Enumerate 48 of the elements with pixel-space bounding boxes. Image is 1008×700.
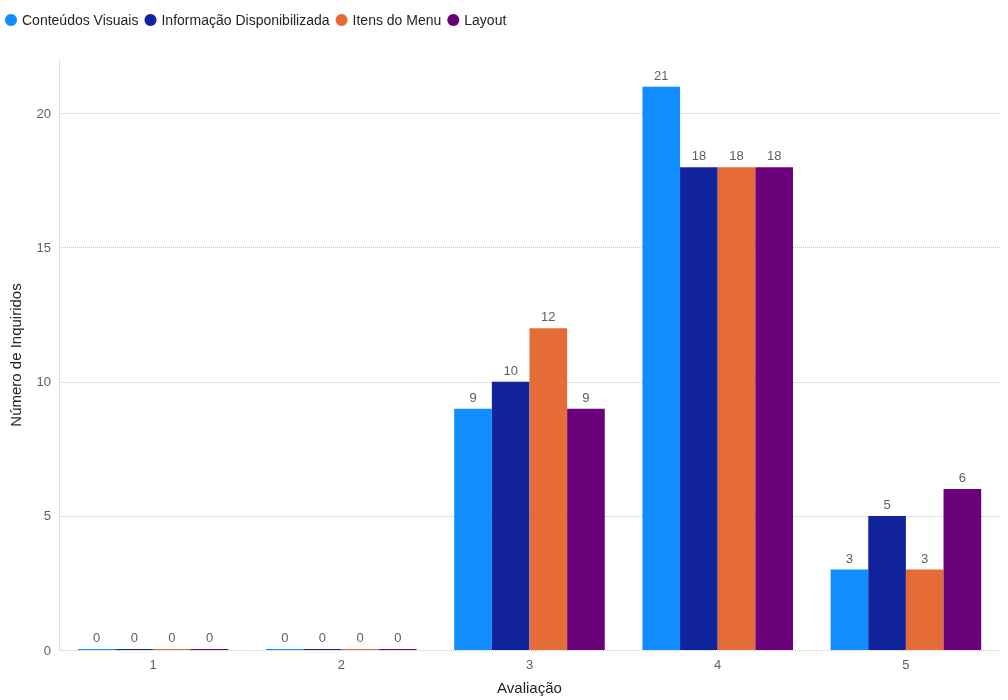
data-label: 9	[582, 389, 590, 405]
data-label: 21	[654, 67, 669, 83]
bar	[454, 408, 492, 650]
bar	[529, 328, 568, 650]
bar	[943, 489, 982, 650]
x-tick-label: 2	[337, 657, 345, 672]
bar	[567, 408, 605, 650]
x-tick-label: 4	[714, 657, 722, 672]
bar	[905, 569, 944, 650]
x-tick-label: 5	[902, 657, 910, 672]
data-label: 0	[93, 630, 101, 645]
y-tick-label: 0	[43, 642, 51, 658]
data-label: 12	[541, 309, 556, 325]
x-tick-label: 3	[525, 657, 534, 672]
bar	[642, 86, 681, 650]
data-label: 18	[691, 148, 707, 164]
bar	[717, 167, 756, 650]
data-label: 10	[503, 362, 518, 378]
data-label: 0	[318, 630, 327, 645]
bar	[755, 167, 793, 650]
data-label: 3	[921, 550, 929, 566]
data-label: 5	[883, 496, 891, 512]
bar	[868, 515, 906, 650]
data-label: 0	[205, 630, 214, 645]
bar	[680, 167, 718, 650]
data-label: 18	[729, 148, 744, 164]
data-label: 9	[469, 389, 477, 405]
y-tick-label: 20	[36, 106, 51, 122]
data-label: 18	[766, 148, 782, 164]
y-tick-label: 15	[36, 240, 51, 256]
bar	[830, 569, 869, 650]
data-label: 0	[281, 630, 289, 645]
bar	[491, 381, 530, 650]
data-label: 3	[845, 550, 854, 566]
y-axis-title: Número de Inquiridos	[7, 283, 24, 427]
data-label: 0	[168, 630, 176, 645]
data-label: 0	[394, 630, 402, 645]
x-tick-label: 1	[149, 657, 157, 672]
legend-label: Conteúdos Visuais	[22, 12, 139, 28]
data-label: 0	[356, 630, 364, 645]
data-label: 0	[130, 630, 138, 645]
data-label: 6	[958, 470, 966, 486]
legend-label: Layout	[464, 12, 507, 28]
x-axis-title: Avaliação	[497, 679, 562, 696]
y-tick-label: 5	[43, 508, 51, 524]
legend-label: Itens do Menu	[352, 12, 442, 28]
y-tick-label: 10	[36, 374, 51, 390]
legend-label: Informação Disponibilizada	[161, 12, 330, 28]
